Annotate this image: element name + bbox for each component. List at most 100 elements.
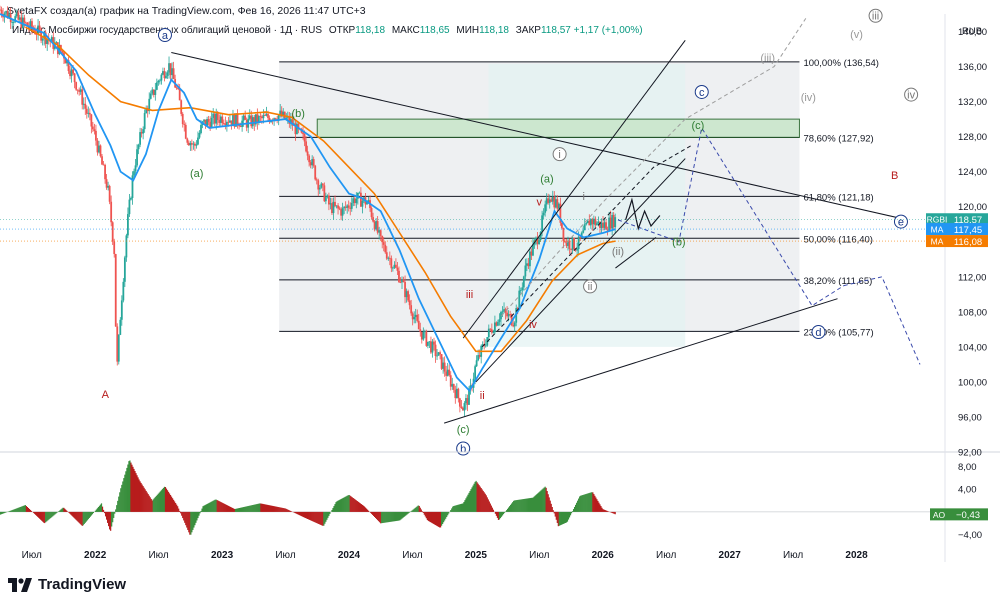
candle-body <box>171 68 173 76</box>
ao-bar <box>401 511 403 519</box>
ao-bar <box>40 511 42 520</box>
ao-bar <box>157 493 159 512</box>
candle-body <box>560 222 563 228</box>
ao-bar <box>223 503 225 512</box>
ao-bar <box>104 511 107 517</box>
candle-body <box>79 89 82 92</box>
x-tick-label: Июл <box>656 550 676 561</box>
candle-body <box>178 89 181 101</box>
candle-body <box>233 114 236 127</box>
candle-body <box>588 220 591 226</box>
ao-bar <box>105 511 108 520</box>
candle-body <box>328 195 330 205</box>
ao-bar <box>349 495 351 512</box>
candle-body <box>433 341 435 345</box>
ao-bar <box>319 511 321 525</box>
candle-body <box>413 317 416 320</box>
price-chart[interactable]: 100,00% (136,54) 78,60% (127,92) 61,80% (1… <box>0 0 1000 570</box>
ao-bar <box>461 503 463 512</box>
ao-bar <box>354 499 356 512</box>
ao-bar <box>147 494 149 512</box>
candle-body <box>227 121 230 123</box>
candle-body <box>353 198 356 204</box>
ao-bar <box>297 511 300 515</box>
candle-body <box>381 235 384 243</box>
ao-bar <box>397 511 399 521</box>
ao-bar <box>380 511 382 524</box>
ao-bar <box>185 511 187 526</box>
ao-bar <box>182 511 184 519</box>
ao-bar <box>12 509 14 512</box>
ao-bar <box>495 511 498 516</box>
ao-bar <box>438 511 441 528</box>
candle-body <box>402 279 405 283</box>
candle-body <box>38 25 41 30</box>
projection-path-e <box>843 276 921 365</box>
candle-body <box>323 185 326 202</box>
ao-bar <box>255 504 257 512</box>
wave-label-circle <box>552 147 567 162</box>
candle-body <box>346 205 349 208</box>
ao-bar <box>172 499 175 512</box>
ao-bar <box>171 498 174 512</box>
wave-label: (c) <box>692 120 705 132</box>
ao-bar <box>248 505 250 512</box>
candle-body <box>177 87 180 90</box>
ao-bar <box>383 511 385 523</box>
ao-bar <box>427 511 430 521</box>
ao-bar <box>11 510 13 512</box>
candle-body <box>603 222 606 228</box>
candle-body <box>232 114 234 125</box>
ao-bar <box>281 507 283 512</box>
candle-body <box>314 165 317 180</box>
candle-body <box>261 116 263 119</box>
y-tick-label: 136,00 <box>958 62 987 73</box>
ao-bar <box>386 511 388 523</box>
candle-body <box>398 270 400 283</box>
ao-bar <box>115 509 117 512</box>
ao-bar <box>239 507 242 512</box>
candle-body <box>493 322 496 333</box>
ao-bar <box>97 507 100 512</box>
y-tick-label: 140,00 <box>958 27 987 38</box>
ao-bar <box>524 498 526 512</box>
candle-body <box>149 93 152 99</box>
ao-bar <box>498 511 501 520</box>
ao-bar <box>405 511 407 516</box>
candle-body <box>96 140 99 153</box>
price-badge-tag <box>926 235 948 248</box>
candle-body <box>254 114 257 125</box>
ao-bar <box>312 511 314 522</box>
ao-bar <box>408 511 410 513</box>
ao-bar <box>178 508 180 512</box>
ao-bar <box>216 500 218 512</box>
candle-body <box>529 251 531 267</box>
ao-bar <box>419 507 421 512</box>
ao-bar <box>209 502 211 512</box>
ao-bar <box>362 505 365 512</box>
ao-bar <box>477 483 479 512</box>
ao-bar <box>276 506 278 512</box>
x-tick-label: 2022 <box>84 550 107 561</box>
candle-body <box>289 119 292 124</box>
candle-body <box>367 200 370 203</box>
ao-bar <box>20 506 22 512</box>
candle-body <box>288 116 291 124</box>
candle-body <box>119 319 122 335</box>
ao-bar <box>202 506 204 512</box>
candle-body <box>102 164 105 166</box>
candle-body <box>539 231 542 241</box>
ao-bar <box>241 507 243 512</box>
ao-bar <box>496 511 499 518</box>
candle-body <box>165 75 167 79</box>
tradingview-logo[interactable]: TradingView <box>8 576 126 593</box>
candle-body <box>143 113 146 130</box>
ao-bar <box>234 508 237 512</box>
ao-bar <box>143 487 145 512</box>
ao-bar <box>90 511 92 516</box>
ao-bar <box>298 511 301 516</box>
ao-bar <box>460 503 462 512</box>
wave-label: iv <box>907 89 915 101</box>
candle-body <box>6 10 9 18</box>
candle-body <box>481 344 484 346</box>
